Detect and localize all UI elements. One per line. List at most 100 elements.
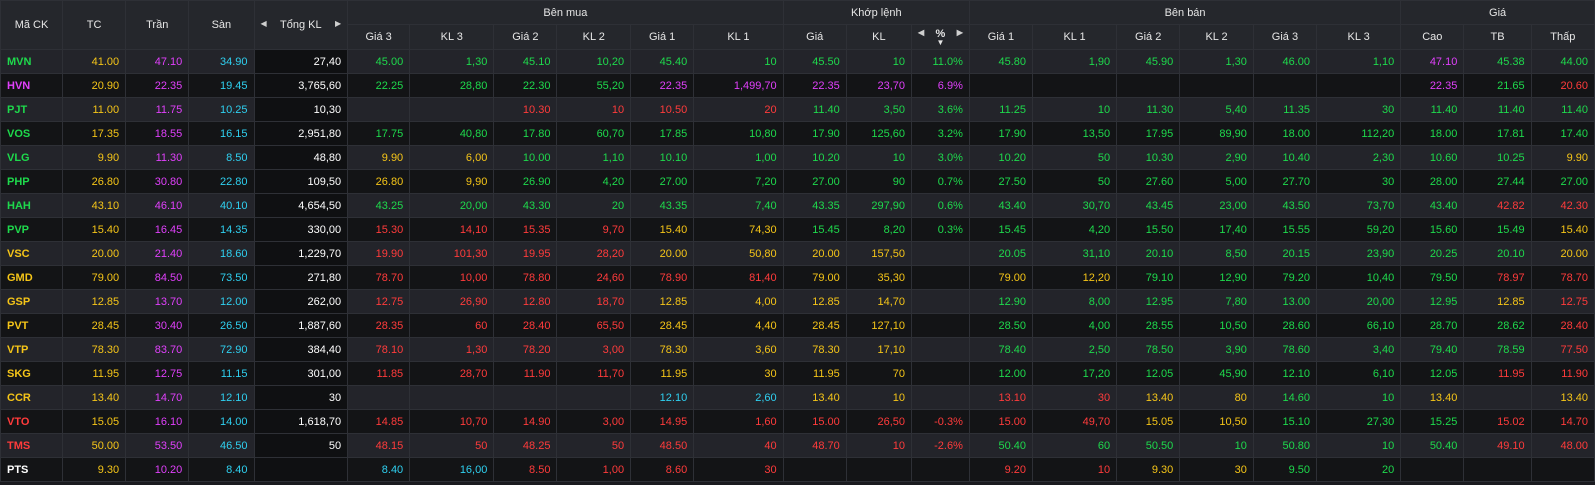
header-sell-price-2[interactable]: Giá 2 [1116,24,1181,50]
match-price-cell: 15.00 [782,409,847,434]
table-row[interactable]: CCR 13.40 14.70 12.10 30 12.10 2,60 13.40 10 13.1… [0,385,1595,410]
buy-vol-3-cell: 40,80 [409,121,495,146]
header-ref[interactable]: TC [62,0,127,50]
high-price-cell: 28.00 [1400,169,1465,194]
header-match-price[interactable]: Giá [782,24,847,50]
total-volume-cell: 27,40 [253,49,349,74]
header-buy-vol-2[interactable]: KL 2 [556,24,632,50]
buy-vol-1-cell: 50,80 [693,241,784,266]
buy-price-1-cell: 11.95 [630,361,695,386]
buy-vol-1-cell: 1,499,70 [693,73,784,98]
avg-price-cell: 12.85 [1463,289,1532,314]
ref-price-cell: 12.85 [62,289,127,314]
caret-left-icon[interactable]: ◀ [260,19,267,28]
table-row[interactable]: HAH 43.10 46.10 40.10 4,654,50 43.25 20,00 43.3… [0,193,1595,218]
table-row[interactable]: GSP 12.85 13.70 12.00 262,00 12.75 26,90 12.80 1… [0,289,1595,314]
symbol-cell[interactable]: PTS [0,457,64,482]
header-sell-vol-2[interactable]: KL 2 [1179,24,1254,50]
sell-price-3-cell: 13.00 [1252,289,1318,314]
header-buy-price-3[interactable]: Giá 3 [347,24,411,50]
header-match-vol[interactable]: KL [845,24,912,50]
symbol-cell[interactable]: VTP [0,337,64,362]
header-floor[interactable]: Sàn [188,0,255,50]
header-buy-price-2[interactable]: Giá 2 [493,24,558,50]
symbol-cell[interactable]: HVN [0,73,64,98]
ceiling-price-cell: 16.10 [125,409,190,434]
sell-vol-1-cell: 10 [1031,97,1118,122]
table-row[interactable]: GMD 79.00 84.50 73.50 271,80 78.70 10,00 78.80 2… [0,265,1595,290]
symbol-cell[interactable]: GSP [0,289,64,314]
table-row[interactable]: PJT 11.00 11.75 10.25 10,30 10.30 10 10.50 20 11.… [0,97,1595,122]
sell-price-1-cell: 78.40 [968,337,1033,362]
caret-right-icon[interactable]: ▶ [334,19,342,28]
header-ceiling[interactable]: Trần [125,0,190,50]
sell-vol-3-cell: 30 [1315,169,1402,194]
sell-price-3-cell: 43.50 [1252,193,1318,218]
caret-left-icon[interactable]: ◀ [917,28,925,37]
header-buy-vol-3[interactable]: KL 3 [409,24,495,50]
symbol-cell[interactable]: VLG [0,145,64,170]
sell-price-3-cell: 10.40 [1252,145,1318,170]
header-sell-price-3[interactable]: Giá 3 [1252,24,1318,50]
sell-price-3-cell: 78.60 [1252,337,1318,362]
buy-price-2-cell: 22.30 [493,73,558,98]
table-row[interactable]: TMS 50.00 53.50 46.50 50 48.15 50 48.25 50 48.50 4… [0,433,1595,458]
header-low[interactable]: Thấp [1530,24,1595,50]
symbol-cell[interactable]: VSC [0,241,64,266]
table-row[interactable]: VLG 9.90 11.30 8.50 48,80 9.90 6,00 10.00 1,10 10… [0,145,1595,170]
total-volume-cell [253,457,349,482]
ceiling-price-cell: 13.70 [125,289,190,314]
symbol-cell[interactable]: GMD [0,265,64,290]
table-row[interactable]: PTS 9.30 10.20 8.40 8.40 16,00 8.50 1,00 8.60 30 9… [0,457,1595,482]
symbol-cell[interactable]: VTO [0,409,64,434]
table-row[interactable]: VSC 20.00 21.40 18.60 1,229,70 19.90 101,30 19.… [0,241,1595,266]
avg-price-cell: 15.49 [1463,217,1532,242]
symbol-cell[interactable]: VOS [0,121,64,146]
symbol-cell[interactable]: SKG [0,361,64,386]
buy-price-3-cell: 14.85 [347,409,411,434]
symbol-cell[interactable]: PJT [0,97,64,122]
header-buy-vol-1[interactable]: KL 1 [693,24,784,50]
buy-price-3-cell [347,385,411,410]
sell-vol-3-cell: 59,20 [1315,217,1402,242]
table-row[interactable]: MVN 41.00 47.10 34.90 27,40 45.00 1,30 45.10 10,… [0,49,1595,74]
header-avg[interactable]: TB [1463,24,1532,50]
sell-price-3-cell: 20.15 [1252,241,1318,266]
symbol-cell[interactable]: MVN [0,49,64,74]
symbol-cell[interactable]: PHP [0,169,64,194]
sort-down-icon[interactable]: ▼ [936,38,945,47]
header-sell-vol-3[interactable]: KL 3 [1315,24,1402,50]
symbol-cell[interactable]: TMS [0,433,64,458]
table-row[interactable]: PVT 28.45 30.40 26.50 1,887,60 28.35 60 28.40 65… [0,313,1595,338]
table-row[interactable]: SKG 11.95 12.75 11.15 301,00 11.85 28,70 11.90 1… [0,361,1595,386]
buy-price-2-cell: 78.80 [493,265,558,290]
header-change-percent[interactable]: ◀% ▶ ▼ [910,24,970,50]
header-buy-price-1[interactable]: Giá 1 [630,24,695,50]
header-symbol[interactable]: Mã CK [0,0,64,50]
symbol-cell[interactable]: PVT [0,313,64,338]
header-sell-vol-1[interactable]: KL 1 [1031,24,1118,50]
ceiling-price-cell: 22.35 [125,73,190,98]
table-row[interactable]: VOS 17.35 18.55 16.15 2,951,80 17.75 40,80 17.8… [0,121,1595,146]
sell-price-2-cell: 43.45 [1116,193,1181,218]
low-price-cell: 42.30 [1530,193,1595,218]
header-high[interactable]: Cao [1400,24,1465,50]
caret-right-icon[interactable]: ▶ [956,28,963,37]
total-volume-cell: 262,00 [253,289,349,314]
table-row[interactable]: VTP 78.30 83.70 72.90 384,40 78.10 1,30 78.20 3,… [0,337,1595,362]
table-row[interactable]: HVN 20.90 22.35 19.45 3,765,60 22.25 28,80 22.3… [0,73,1595,98]
table-row[interactable]: PVP 15.40 16.45 14.35 330,00 15.30 14,10 15.35 9… [0,217,1595,242]
buy-price-3-cell: 11.85 [347,361,411,386]
symbol-cell[interactable]: HAH [0,193,64,218]
table-row[interactable]: PHP 26.80 30.80 22.80 109,50 26.80 9,90 26.90 4,… [0,169,1595,194]
match-price-cell: 48.70 [782,433,847,458]
match-vol-cell: 10 [845,385,912,410]
header-sell-price-1[interactable]: Giá 1 [968,24,1033,50]
table-row[interactable]: VTO 15.05 16.10 14.00 1,618,70 14.85 10,70 14.9… [0,409,1595,434]
symbol-cell[interactable]: PVP [0,217,64,242]
buy-price-3-cell [347,97,411,122]
low-price-cell: 11.90 [1530,361,1595,386]
avg-price-cell: 20.10 [1463,241,1532,266]
symbol-cell[interactable]: CCR [0,385,64,410]
header-total-volume[interactable]: ◀ Tổng KL ▶ [253,0,349,50]
